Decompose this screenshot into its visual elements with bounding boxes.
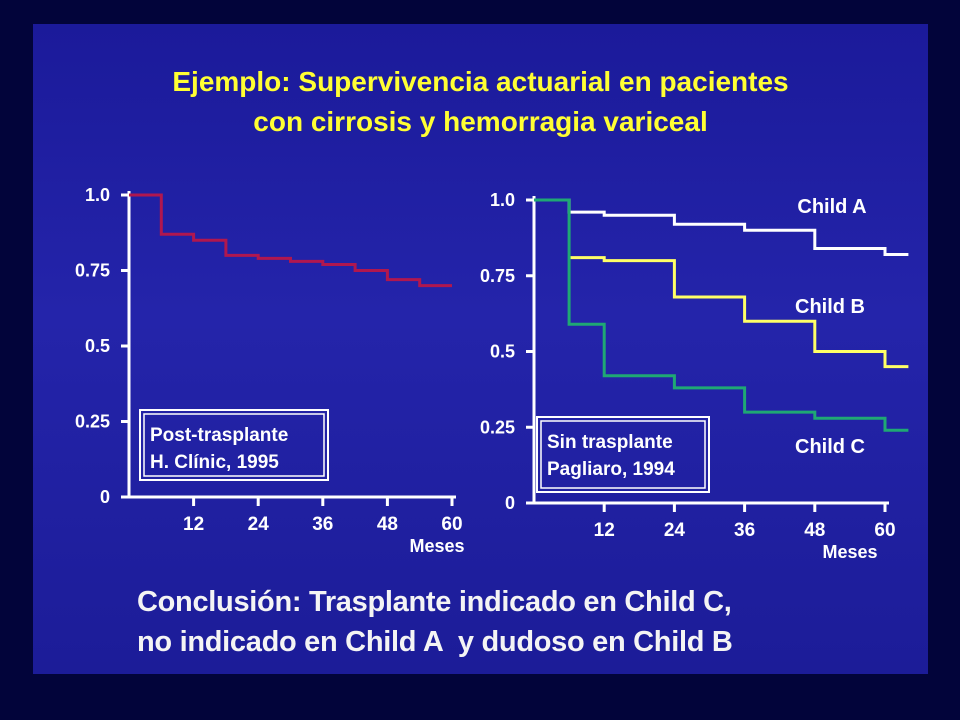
annotation-line-2: H. Clínic, 1995 (150, 452, 279, 473)
y-tick-label: 0.5 (85, 336, 110, 356)
y-tick-label: 0 (100, 487, 110, 507)
x-tick-label: 24 (248, 514, 270, 535)
x-tick-label: 36 (312, 514, 333, 535)
conclusion-line-1: Conclusión: Trasplante indicado en Child… (137, 586, 732, 618)
annotation-box-inner (143, 413, 325, 477)
annotation-line-1: Sin trasplante (547, 432, 673, 453)
series-line-post-trasplante (129, 193, 452, 288)
x-axis-label: Meses (409, 536, 464, 556)
slide-title: Ejemplo: Supervivencia actuarial en paci… (33, 62, 928, 142)
x-tick-label: 24 (664, 520, 686, 541)
title-line-1: Ejemplo: Supervivencia actuarial en paci… (172, 66, 789, 97)
annotation-box (139, 409, 329, 481)
x-tick-label: 60 (441, 514, 462, 535)
annotation-line-2: Pagliaro, 1994 (547, 459, 675, 480)
x-tick-label: 36 (734, 520, 755, 541)
title-line-2: con cirrosis y hemorragia variceal (253, 106, 708, 137)
x-axis-label: Meses (822, 542, 877, 562)
annotation-line-1: Post-trasplante (150, 425, 288, 446)
series-line-child-b (569, 256, 909, 369)
y-tick-label: 1.0 (85, 185, 110, 205)
series-label: Child A (797, 196, 866, 218)
y-tick-label: 0.25 (480, 417, 515, 437)
x-tick-label: 48 (804, 520, 825, 541)
annotation-box-inner (540, 420, 706, 489)
x-tick-label: 12 (183, 514, 204, 535)
y-tick-label: 0.75 (75, 261, 110, 281)
conclusion-line-2: no indicado en Child A y dudoso en Child… (137, 626, 733, 658)
series-line-child-c (534, 198, 909, 432)
y-tick-label: 0.75 (480, 266, 515, 286)
series-line-child-a (534, 198, 909, 256)
slide-background: Ejemplo: Supervivencia actuarial en paci… (33, 24, 928, 674)
x-tick-label: 12 (594, 520, 615, 541)
y-tick-label: 0.25 (75, 412, 110, 432)
x-tick-label: 60 (874, 520, 895, 541)
y-tick-label: 1.0 (490, 190, 515, 210)
y-tick-label: 0 (505, 493, 515, 513)
annotation-box (536, 416, 710, 493)
series-label: Child B (795, 296, 865, 318)
x-tick-label: 48 (377, 514, 398, 535)
conclusion-text: Conclusión: Trasplante indicado en Child… (137, 582, 733, 662)
y-tick-label: 0.5 (490, 342, 515, 362)
series-label: Child C (795, 436, 865, 458)
